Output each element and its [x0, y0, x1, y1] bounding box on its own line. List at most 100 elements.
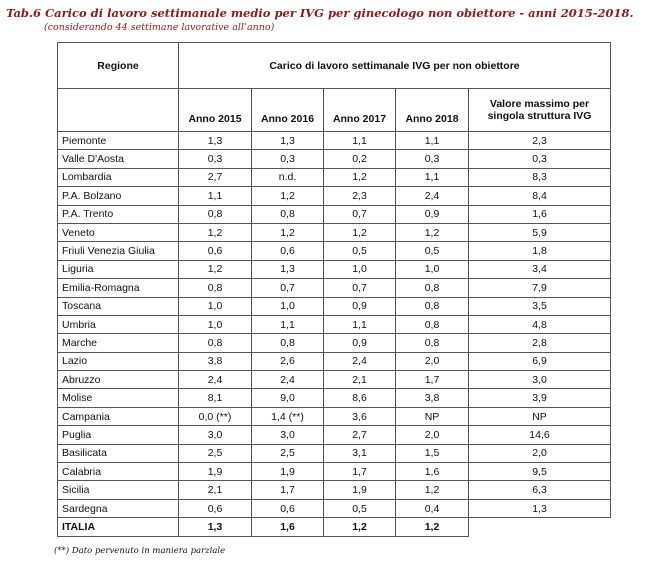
header-year-2018: Anno 2018: [395, 88, 469, 132]
year-value-cell: 0,3: [395, 149, 469, 169]
header-year-2017: Anno 2017: [323, 88, 396, 132]
year-value-cell: 8,1: [178, 388, 252, 408]
year-value-cell: 0,8: [178, 204, 252, 224]
year-value-cell: 0,5: [323, 498, 396, 519]
region-name: Liguria: [57, 259, 179, 280]
year-value-cell: NP: [395, 406, 469, 427]
table-row: Umbria 1,0 1,1 1,1 0,8 4,8: [57, 314, 611, 335]
year-value-cell: 0,7: [323, 278, 396, 298]
year-value-cell: 1,4 (**): [251, 406, 324, 427]
year-value-cell: 1,2: [251, 186, 324, 206]
max-value-cell: NP: [468, 406, 611, 427]
year-value-cell: 1,2: [323, 222, 396, 243]
year-value-cell: 1,1: [251, 314, 324, 335]
table-row: Veneto 1,2 1,2 1,2 1,2 5,9: [57, 222, 611, 243]
year-value-cell: 9,0: [251, 388, 324, 408]
year-value-cell: 2,1: [323, 370, 396, 390]
year-value-cell: 1,1: [323, 314, 396, 335]
table-row: Puglia 3,0 3,0 2,7 2,0 14,6: [57, 425, 611, 445]
region-name: Molise: [57, 388, 179, 408]
max-value-cell: 2,0: [468, 443, 611, 464]
year-value-cell: 1,1: [323, 130, 396, 151]
year-value-cell: 2,5: [251, 443, 324, 464]
table-row: Valle D'Aosta 0,3 0,3 0,2 0,3 0,3: [57, 149, 611, 169]
footnote: (**) Dato pervenuto in maniera parziale: [54, 546, 226, 556]
header-year-2016: Anno 2016: [251, 88, 324, 132]
year-value-cell: 1,6: [395, 462, 469, 482]
region-name: Abruzzo: [57, 370, 179, 390]
table-body: Piemonte 1,3 1,3 1,1 1,1 2,3 Valle D'Aosta 0,3 0…: [57, 130, 611, 537]
year-value-cell: 1,9: [178, 462, 252, 482]
max-value-cell: 6,3: [468, 480, 611, 500]
year-value-cell: 0,8: [395, 314, 469, 335]
year-value-cell: 2,7: [323, 425, 396, 445]
year-value-cell: 0,6: [178, 241, 252, 261]
year-value-cell: 0,6: [251, 498, 324, 519]
table-row: Sicilia 2,1 1,7 1,9 1,2 6,3: [57, 480, 611, 500]
region-name: Emilia-Romagna: [57, 278, 179, 298]
table-row: Lazio 3,8 2,6 2,4 2,0 6,9: [57, 351, 611, 372]
table-title: Tab.6 Carico di lavoro settimanale medio…: [6, 6, 634, 20]
total-row: ITALIA 1,3 1,6 1,2 1,2: [57, 517, 611, 537]
table-row: P.A. Trento 0,8 0,8 0,7 0,9 1,6: [57, 204, 611, 224]
year-value-cell: 1,2: [178, 222, 252, 243]
header-max-value: Valore massimo per singola struttura IVG: [468, 88, 611, 132]
max-value-cell: 2,8: [468, 333, 611, 353]
region-name: Lombardia: [57, 167, 179, 188]
region-name: P.A. Trento: [57, 204, 179, 224]
table-row: Molise 8,1 9,0 8,6 3,8 3,9: [57, 388, 611, 408]
year-value-cell: 0,0 (**): [178, 406, 252, 427]
header-region-spacer: [57, 88, 179, 132]
year-value-cell: 8,6: [323, 388, 396, 408]
region-name: Friuli Venezia Giulia: [57, 241, 179, 261]
year-value-cell: 0,8: [251, 333, 324, 353]
region-name: Puglia: [57, 425, 179, 445]
table-row: Emilia-Romagna 0,8 0,7 0,7 0,8 7,9: [57, 278, 611, 298]
max-value-cell: 0,3: [468, 149, 611, 169]
max-value-cell: 3,9: [468, 388, 611, 408]
year-value-cell: 2,1: [178, 480, 252, 500]
year-value-cell: 0,6: [251, 241, 324, 261]
year-value-cell: 0,8: [395, 333, 469, 353]
year-value-cell: 2,4: [395, 186, 469, 206]
year-value-cell: 1,7: [251, 480, 324, 500]
max-value-cell: 3,5: [468, 296, 611, 316]
table-row: Toscana 1,0 1,0 0,9 0,8 3,5: [57, 296, 611, 316]
year-value-cell: 2,6: [251, 351, 324, 372]
year-value-cell: 1,9: [323, 480, 396, 500]
total-value-cell: 1,6: [251, 517, 324, 537]
year-value-cell: 0,5: [395, 241, 469, 261]
year-value-cell: 0,8: [178, 278, 252, 298]
year-value-cell: 1,1: [395, 130, 469, 151]
region-name: Sicilia: [57, 480, 179, 500]
year-value-cell: 0,9: [395, 204, 469, 224]
year-value-cell: 1,7: [395, 370, 469, 390]
table-row: Friuli Venezia Giulia 0,6 0,6 0,5 0,5 1,8: [57, 241, 611, 261]
year-value-cell: 0,8: [395, 278, 469, 298]
header-region: Regione: [57, 42, 179, 89]
table-row: Basilicata 2,5 2,5 3,1 1,5 2,0: [57, 443, 611, 464]
year-value-cell: 2,4: [178, 370, 252, 390]
year-value-cell: 2,4: [251, 370, 324, 390]
table-subtitle: (considerando 44 settimane lavorative al…: [44, 22, 275, 33]
year-value-cell: 1,0: [251, 296, 324, 316]
year-value-cell: 1,3: [251, 130, 324, 151]
region-name: Valle D'Aosta: [57, 149, 179, 169]
year-value-cell: 1,2: [323, 167, 396, 188]
year-value-cell: 1,0: [395, 259, 469, 280]
year-value-cell: 0,7: [251, 278, 324, 298]
table-row: Marche 0,8 0,8 0,9 0,8 2,8: [57, 333, 611, 353]
year-value-cell: 1,2: [251, 222, 324, 243]
year-value-cell: 2,7: [178, 167, 252, 188]
year-value-cell: 1,3: [178, 130, 252, 151]
max-value-cell: 4,8: [468, 314, 611, 335]
year-value-cell: 1,0: [178, 296, 252, 316]
region-name: Sardegna: [57, 498, 179, 519]
year-value-cell: 0,2: [323, 149, 396, 169]
table-row: Abruzzo 2,4 2,4 2,1 1,7 3,0: [57, 370, 611, 390]
year-value-cell: 1,9: [251, 462, 324, 482]
region-name: Basilicata: [57, 443, 179, 464]
year-value-cell: 1,1: [178, 186, 252, 206]
year-value-cell: 0,3: [251, 149, 324, 169]
region-name: Umbria: [57, 314, 179, 335]
